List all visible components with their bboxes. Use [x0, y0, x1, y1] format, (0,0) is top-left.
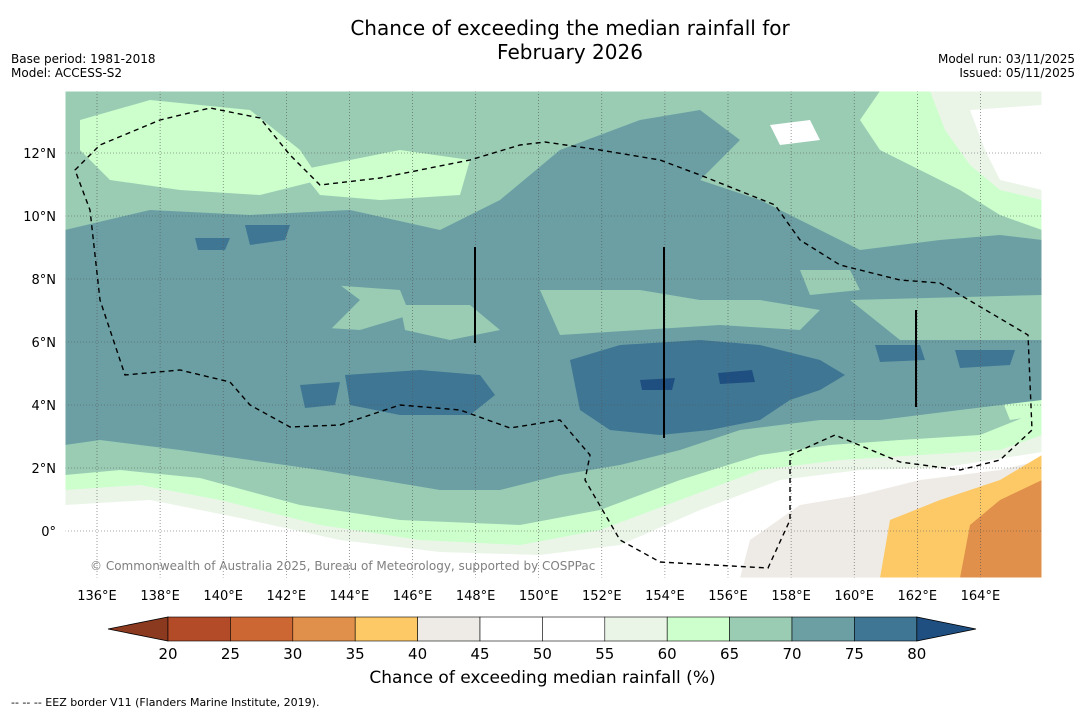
- latitude-label: 12°N: [23, 147, 56, 162]
- colorbar-bin: [666, 616, 730, 642]
- colorbar-tick-label: 40: [408, 645, 427, 663]
- longitude-label: 138°E: [140, 589, 180, 604]
- patch-above-80-center-east: [718, 370, 755, 384]
- colorbar-tick-label: 65: [720, 645, 739, 663]
- colorbar-bin: [417, 616, 481, 642]
- patch-75-80-east-2: [955, 350, 1015, 368]
- longitude-label: 156°E: [708, 589, 748, 604]
- base-period-info: Base period: 1981-2018 Model: ACCESS-S2: [11, 52, 156, 80]
- eez-legend-note: -- -- -- EEZ border V11 (Flanders Marine…: [11, 696, 320, 709]
- longitude-label: 140°E: [203, 589, 243, 604]
- colorbar-bin: [167, 616, 231, 642]
- colorbar-below-triangle: [107, 616, 169, 642]
- longitude-label: 154°E: [645, 589, 685, 604]
- patch-above-80-center: [640, 378, 675, 390]
- map-frame: [64, 90, 1043, 579]
- map-title: Chance of exceeding the median rainfall …: [0, 16, 1085, 64]
- colorbar-tick-label: 80: [907, 645, 926, 663]
- longitude-label: 164°E: [961, 589, 1001, 604]
- model-run-text: Model run: 03/11/2025: [937, 52, 1075, 66]
- patch-75-80-west-center: [345, 370, 495, 415]
- colorbar-bin: [292, 616, 356, 642]
- patch-75-80-north-small: [195, 238, 230, 250]
- patch-white-north: [770, 120, 820, 145]
- longitude-label: 162°E: [898, 589, 938, 604]
- longitude-label: 136°E: [77, 589, 117, 604]
- patch-65-70-inside-east: [800, 270, 860, 295]
- colorbar-tick-label: 55: [595, 645, 614, 663]
- colorbar-bin: [791, 616, 855, 642]
- colorbar-tick-label: 25: [221, 645, 240, 663]
- model-run-info: Model run: 03/11/2025 Issued: 05/11/2025: [938, 52, 1075, 80]
- issued-text: Issued: 05/11/2025: [959, 66, 1075, 80]
- latitude-label: 2°N: [32, 462, 57, 477]
- longitude-label: 146°E: [393, 589, 433, 604]
- colorbar-tick-label: 50: [533, 645, 552, 663]
- colorbar-tick-label: 20: [158, 645, 177, 663]
- colorbar-tick-label: 70: [782, 645, 801, 663]
- graticule: [65, 91, 1042, 578]
- latitude-label: 6°N: [32, 336, 57, 351]
- longitude-label: 158°E: [771, 589, 811, 604]
- colorbar-tick-label: 30: [283, 645, 302, 663]
- patch-75-80-center: [570, 340, 845, 435]
- longitude-label: 152°E: [582, 589, 622, 604]
- colorbar-bin: [354, 616, 418, 642]
- copyright-text: © Commonwealth of Australia 2025, Bureau…: [90, 559, 595, 573]
- map-fill-layers: [65, 91, 1042, 578]
- patch-75-80-west: [300, 382, 340, 408]
- colorbar: 20 25 30 35 40 45 50 55 60 65 70 75 80: [107, 616, 977, 663]
- longitude-label: 148°E: [456, 589, 496, 604]
- base-period-text: Base period: 1981-2018: [11, 52, 156, 66]
- colorbar-bin: [854, 616, 918, 642]
- latitude-label: 8°N: [32, 273, 57, 288]
- colorbar-title: Chance of exceeding median rainfall (%): [369, 668, 716, 688]
- colorbar-bin: [604, 616, 668, 642]
- latitude-label: 4°N: [32, 399, 57, 414]
- latitude-label: 0°: [41, 525, 56, 540]
- longitude-label: 144°E: [330, 589, 370, 604]
- eez-border: [74, 107, 1033, 569]
- colorbar-tick-label: 35: [346, 645, 365, 663]
- title-line-1: Chance of exceeding the median rainfall …: [350, 16, 790, 40]
- colorbar-bin: [479, 616, 543, 642]
- latitude-labels: 12°N 10°N 8°N 6°N 4°N 2°N 0°: [23, 147, 56, 540]
- patch-60-65-north-center: [300, 150, 470, 200]
- colorbar-tick-label: 60: [658, 645, 677, 663]
- patch-65-70-inside-center: [540, 290, 820, 335]
- longitude-label: 142°E: [267, 589, 307, 604]
- longitude-label: 150°E: [519, 589, 559, 604]
- patch-65-70-east: [850, 295, 1042, 340]
- colorbar-tick-label: 75: [845, 645, 864, 663]
- patch-60-65-northwest: [80, 100, 320, 195]
- longitude-labels: 136°E 138°E 140°E 142°E 144°E 146°E 148°E 150°E…: [77, 589, 1000, 604]
- colorbar-bin: [729, 616, 793, 642]
- longitude-label: 160°E: [834, 589, 874, 604]
- colorbar-tick-label: 45: [470, 645, 489, 663]
- patch-75-80-east: [875, 345, 925, 362]
- colorbar-bin: [542, 616, 606, 642]
- title-line-2: February 2026: [497, 40, 643, 64]
- colorbar-bin: [230, 616, 294, 642]
- band-45-55-northeast: [970, 105, 1042, 190]
- colorbar-above-triangle: [916, 616, 977, 642]
- latitude-label: 10°N: [23, 210, 56, 225]
- patch-75-80-north: [245, 225, 290, 245]
- model-text: Model: ACCESS-S2: [11, 66, 123, 80]
